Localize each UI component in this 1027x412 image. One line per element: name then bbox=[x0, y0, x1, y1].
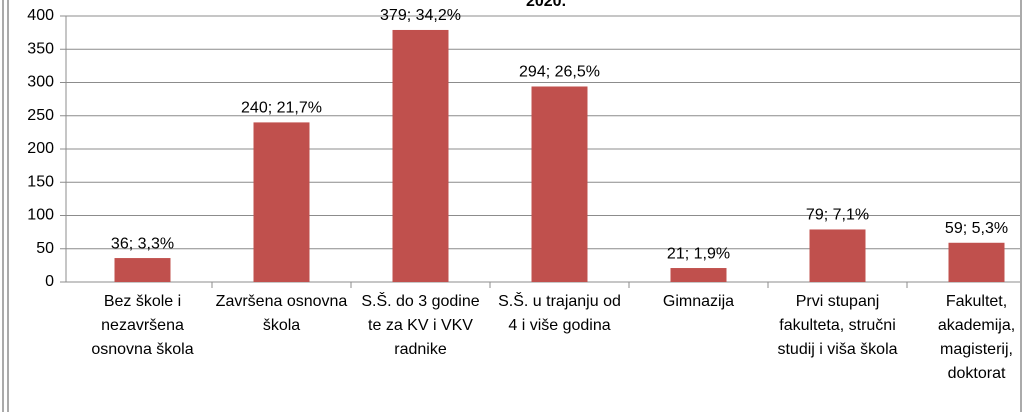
bar bbox=[531, 86, 588, 283]
bar bbox=[253, 122, 310, 283]
x-tick-label: Bez škole i nezavršena osnovna škola bbox=[91, 293, 194, 358]
y-tick-label: 250 bbox=[27, 107, 54, 124]
data-label: 294; 26,5% bbox=[519, 64, 600, 81]
y-tick-label: 200 bbox=[27, 140, 54, 157]
bar bbox=[809, 229, 866, 282]
data-label: 240; 21,7% bbox=[241, 100, 322, 117]
data-label: 79; 7,1% bbox=[806, 207, 869, 224]
data-label: 59; 5,3% bbox=[945, 220, 1008, 237]
y-tick-label: 0 bbox=[45, 273, 54, 290]
x-tick-label: Fakultet, akademija, magisterij, doktora… bbox=[937, 293, 1016, 382]
data-label: 21; 1,9% bbox=[667, 245, 730, 262]
bar bbox=[114, 258, 171, 282]
data-label: 379; 34,2% bbox=[380, 7, 461, 24]
y-tick-label: 100 bbox=[27, 207, 54, 224]
y-tick-label: 50 bbox=[36, 240, 54, 257]
bar bbox=[948, 242, 1005, 282]
x-tick-label: S.Š. u trajanju od 4 i više godina bbox=[498, 293, 621, 334]
y-tick-label: 300 bbox=[27, 74, 54, 91]
x-tick-label: Završena osnovna škola bbox=[215, 293, 348, 334]
bar bbox=[670, 268, 727, 282]
x-tick-label: S.Š. do 3 godine te za KV i VKV radnike bbox=[361, 293, 480, 358]
bar bbox=[392, 29, 449, 283]
y-tick-label: 400 bbox=[27, 7, 54, 24]
chart-title: 2020. bbox=[526, 0, 566, 10]
data-label: 36; 3,3% bbox=[111, 235, 174, 252]
x-tick-label: Prvi stupanj fakulteta, stručni studij i… bbox=[777, 293, 898, 358]
x-tick-label: Gimnazija bbox=[662, 293, 735, 310]
y-tick-label: 150 bbox=[27, 173, 54, 190]
y-tick-label: 350 bbox=[27, 40, 54, 57]
